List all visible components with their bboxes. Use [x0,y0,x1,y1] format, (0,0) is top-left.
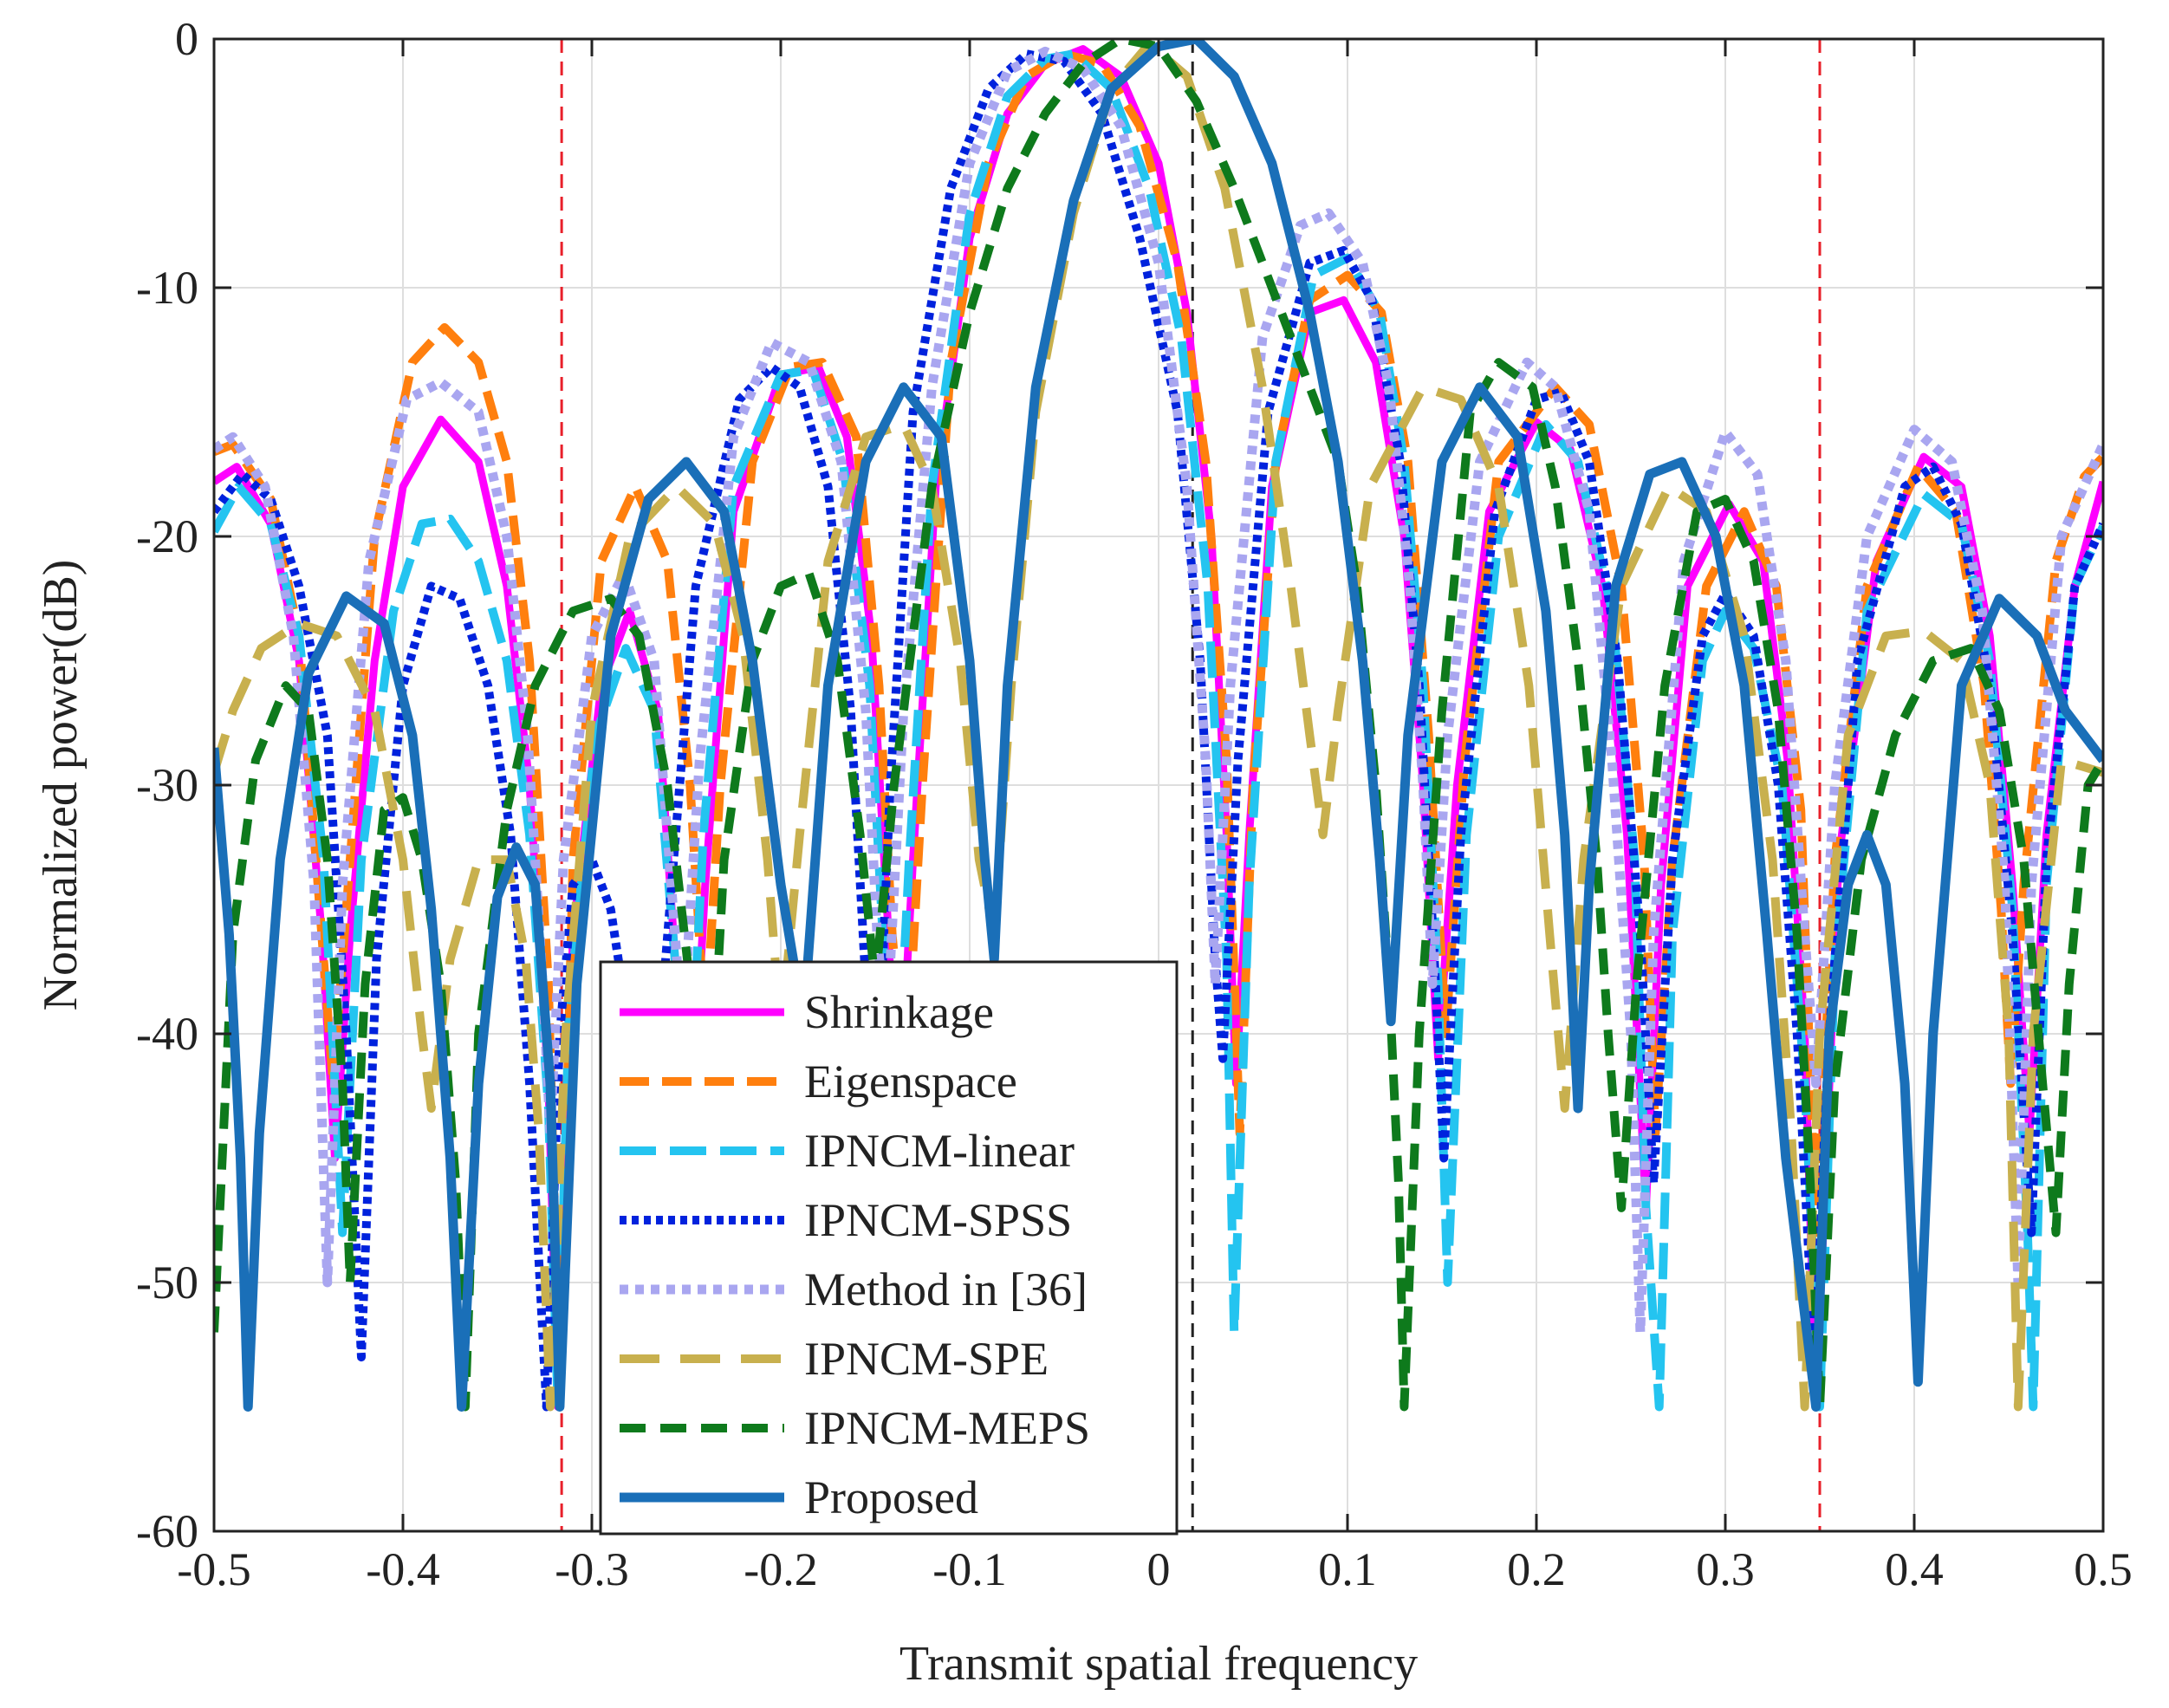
y-tick-labels: 0 -10 -20 -30 -40 -50 -60 [136,13,198,1557]
x-tick-label: 0 [1147,1543,1171,1595]
y-tick-label: -10 [136,262,198,314]
x-tick-label: 0.2 [1507,1543,1566,1595]
x-tick-label: 0.4 [1885,1543,1944,1595]
x-tick-label: -0.2 [744,1543,817,1595]
series-layer [214,39,2103,1412]
x-tick-label: -0.3 [555,1543,628,1595]
series-line-proposed [214,39,2103,1412]
y-tick-label: 0 [175,13,198,65]
legend-label: IPNCM-SPE [804,1333,1049,1385]
legend-label: Eigenspace [804,1055,1017,1107]
y-tick-label: -20 [136,510,198,562]
x-tick-label: 0.1 [1318,1543,1377,1595]
legend: Shrinkage Eigenspace IPNCM-linear IPNCM-SPS… [599,960,1179,1536]
x-tick-label: 0.5 [2074,1543,2133,1595]
x-tick-label: -0.5 [177,1543,250,1595]
y-axis-label: Normalized power(dB) [34,560,88,1011]
y-tick-label: -40 [136,1008,198,1060]
x-tick-labels: -0.5 -0.4 -0.3 -0.2 -0.1 0 0.1 0.2 0.3 0.4 0.5 [177,1543,2132,1595]
x-tick-label: -0.4 [366,1543,439,1595]
legend-box [599,960,1179,1536]
series-line-method-in-36 [214,46,2103,1337]
legend-label: IPNCM-MEPS [804,1402,1090,1454]
y-tick-label: -60 [136,1505,198,1557]
legend-label: IPNCM-linear [804,1125,1075,1177]
x-tick-label: 0.3 [1696,1543,1755,1595]
series-line-ipncm-spss [214,49,2103,1412]
y-tick-label: -50 [136,1257,198,1309]
legend-label: IPNCM-SPSS [804,1194,1072,1246]
legend-items: Shrinkage Eigenspace IPNCM-linear IPNCM-SPS… [620,986,1090,1523]
legend-label: Method in [36] [804,1263,1088,1315]
x-axis-label: Transmit spatial frequency [899,1637,1418,1691]
legend-label: Shrinkage [804,986,994,1038]
x-tick-label: -0.1 [932,1543,1006,1595]
series-line-ipncm-meps [214,39,2103,1412]
y-tick-label: -30 [136,759,198,811]
legend-label: Proposed [804,1471,978,1523]
